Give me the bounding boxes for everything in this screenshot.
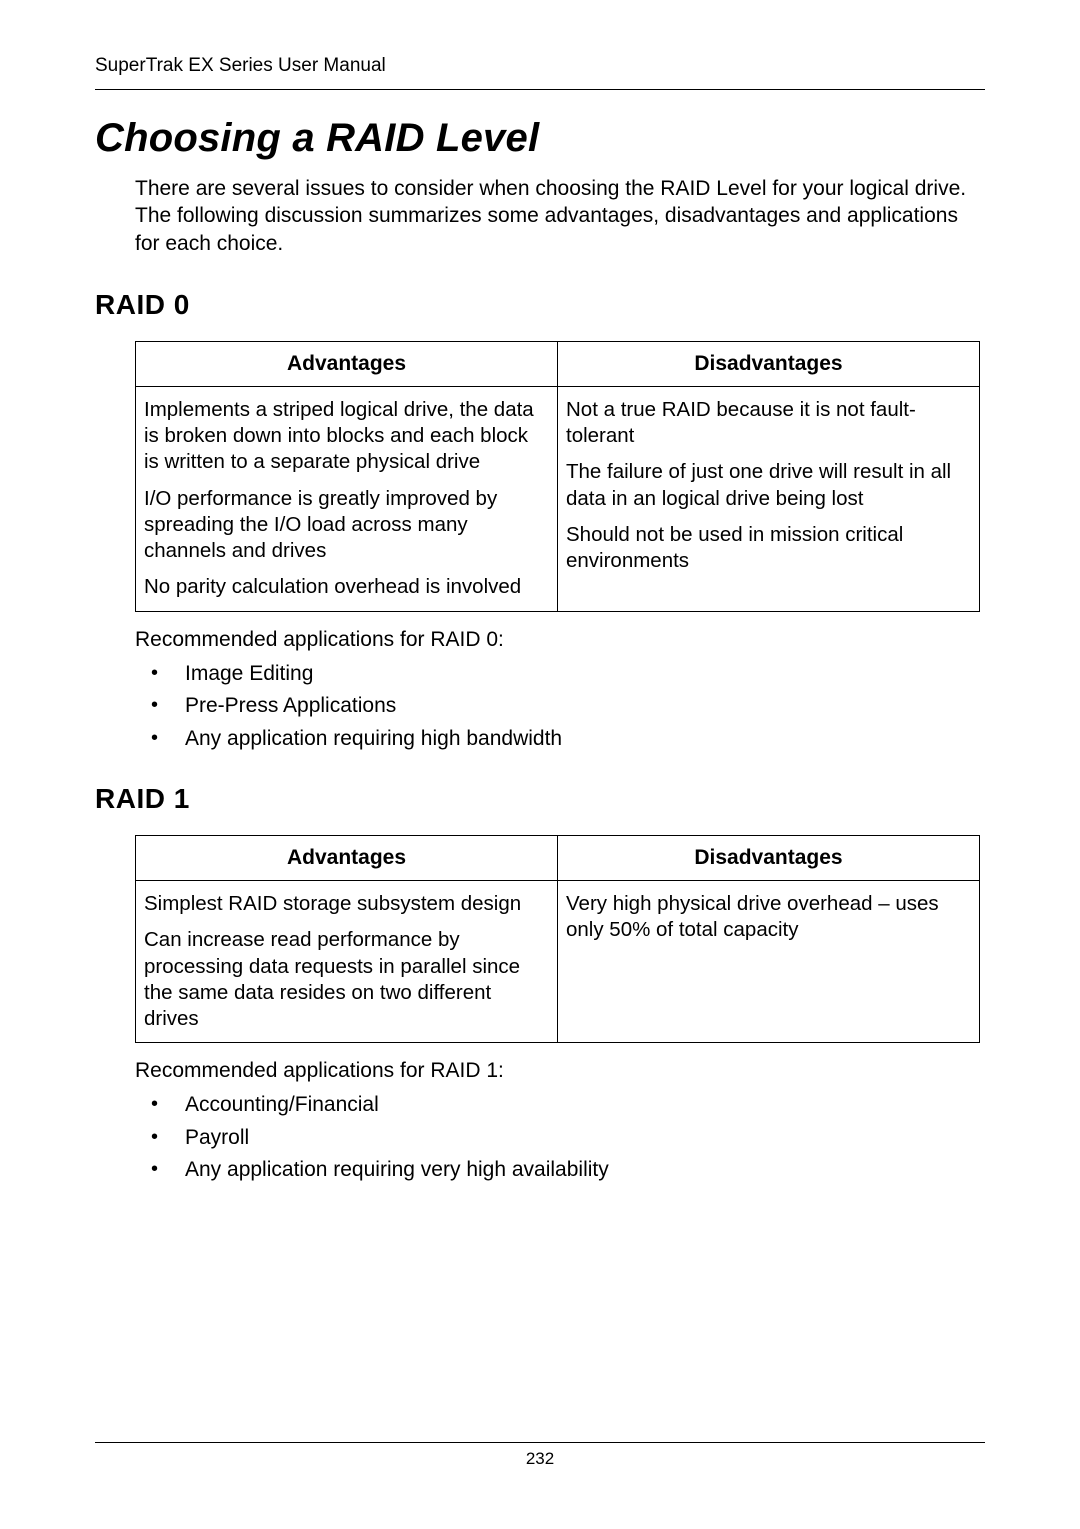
- table-row: Simplest RAID storage subsystem design C…: [136, 881, 980, 1043]
- section-intro: There are several issues to consider whe…: [135, 175, 985, 257]
- list-item: Image Editing: [139, 658, 985, 691]
- table-row: Implements a striped logical drive, the …: [136, 386, 980, 611]
- raid0-heading: RAID 0: [95, 289, 985, 321]
- raid1-heading: RAID 1: [95, 783, 985, 815]
- list-item: Pre-Press Applications: [139, 690, 985, 723]
- footer-rule: [95, 1442, 985, 1443]
- raid0-dis-2: The failure of just one drive will resul…: [566, 459, 969, 511]
- section-title: Choosing a RAID Level: [95, 116, 985, 161]
- disadvantages-header: Disadvantages: [558, 341, 980, 386]
- raid1-adv-2: Can increase read performance by process…: [144, 927, 547, 1032]
- page-footer: 232: [95, 1442, 985, 1469]
- raid0-disadvantages-cell: Not a true RAID because it is not fault-…: [558, 386, 980, 611]
- list-item: Accounting/Financial: [139, 1089, 985, 1122]
- raid0-dis-3: Should not be used in mission critical e…: [566, 522, 969, 574]
- raid1-adv-1: Simplest RAID storage subsystem design: [144, 891, 547, 917]
- raid1-dis-1: Very high physical drive overhead – uses…: [566, 891, 969, 943]
- raid0-table: Advantages Disadvantages Implements a st…: [135, 341, 980, 612]
- raid1-advantages-cell: Simplest RAID storage subsystem design C…: [136, 881, 558, 1043]
- raid0-advantages-cell: Implements a striped logical drive, the …: [136, 386, 558, 611]
- raid0-adv-3: No parity calculation overhead is involv…: [144, 574, 547, 600]
- raid0-rec-intro: Recommended applications for RAID 0:: [135, 628, 985, 652]
- raid1-rec-list: Accounting/Financial Payroll Any applica…: [139, 1089, 985, 1187]
- list-item: Any application requiring high bandwidth: [139, 723, 985, 756]
- page-number: 232: [95, 1449, 985, 1469]
- running-header: SuperTrak EX Series User Manual: [95, 55, 985, 77]
- raid1-rec-intro: Recommended applications for RAID 1:: [135, 1059, 985, 1083]
- list-item: Payroll: [139, 1122, 985, 1155]
- list-item: Any application requiring very high avai…: [139, 1154, 985, 1187]
- raid1-table: Advantages Disadvantages Simplest RAID s…: [135, 835, 980, 1043]
- table-header-row: Advantages Disadvantages: [136, 341, 980, 386]
- advantages-header: Advantages: [136, 341, 558, 386]
- raid0-adv-2: I/O performance is greatly improved by s…: [144, 486, 547, 565]
- header-rule: [95, 89, 985, 90]
- raid0-dis-1: Not a true RAID because it is not fault-…: [566, 397, 969, 449]
- raid0-rec-list: Image Editing Pre-Press Applications Any…: [139, 658, 985, 756]
- disadvantages-header: Disadvantages: [558, 836, 980, 881]
- raid0-adv-1: Implements a striped logical drive, the …: [144, 397, 547, 476]
- raid1-disadvantages-cell: Very high physical drive overhead – uses…: [558, 881, 980, 1043]
- page-container: SuperTrak EX Series User Manual Choosing…: [0, 0, 1080, 1529]
- advantages-header: Advantages: [136, 836, 558, 881]
- table-header-row: Advantages Disadvantages: [136, 836, 980, 881]
